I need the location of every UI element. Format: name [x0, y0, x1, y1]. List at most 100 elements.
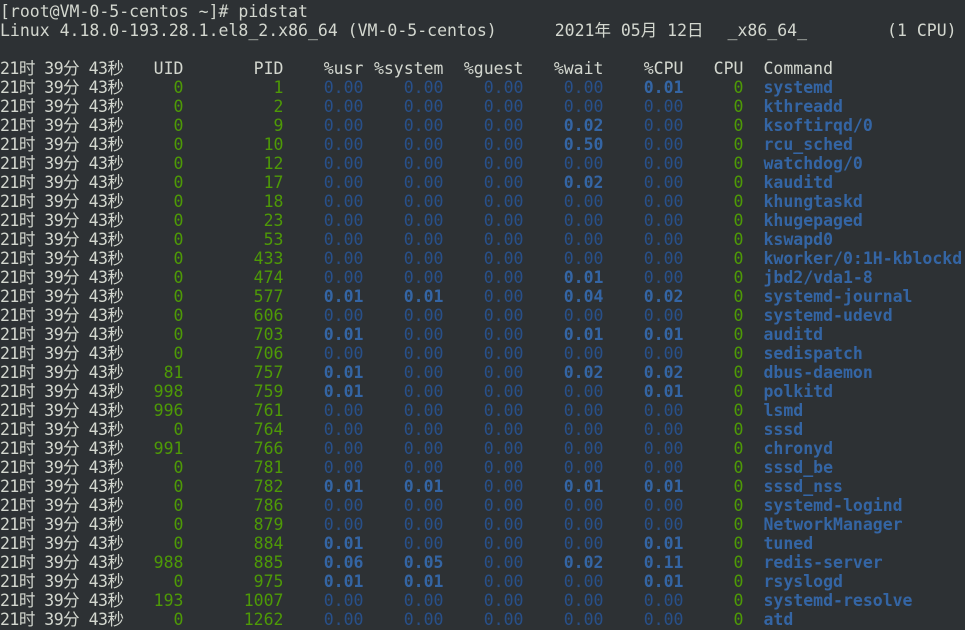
cell-time: 21时 39分 43秒 [0, 268, 124, 287]
cell-cpu-pct: 0.01 [643, 78, 684, 97]
cell-system: 0.00 [403, 458, 444, 477]
cell-guest: 0.00 [483, 268, 524, 287]
cell-cpu: 0 [733, 591, 744, 610]
cell-uid: 0 [173, 268, 184, 287]
cell-cpu-pct: 0.00 [643, 192, 684, 211]
cell-wait: 0.00 [563, 572, 604, 591]
cell-usr: 0.00 [323, 230, 364, 249]
cell-wait: 0.02 [563, 553, 604, 572]
cell-command: dbus-daemon [763, 363, 873, 382]
cell-usr: 0.00 [323, 97, 364, 116]
cell-uid: 0 [173, 78, 184, 97]
cell-pid: 764 [253, 420, 284, 439]
header-cpu: CPU [713, 59, 744, 78]
table-row: 21时 39分 43秒 0 474 0.00 0.00 0.00 0.01 0.00 0 jbd2… [0, 268, 965, 287]
cell-cpu: 0 [733, 477, 744, 496]
cell-usr: 0.00 [323, 78, 364, 97]
cell-command: sssd_be [763, 458, 834, 477]
cell-cpu-pct: 0.01 [643, 534, 684, 553]
cell-pid: 9 [273, 116, 284, 135]
cell-pid: 606 [253, 306, 284, 325]
cell-guest: 0.00 [483, 135, 524, 154]
cell-system: 0.00 [403, 230, 444, 249]
cell-usr: 0.01 [323, 477, 364, 496]
cell-usr: 0.00 [323, 211, 364, 230]
table-row: 21时 39分 43秒 0 53 0.00 0.00 0.00 0.00 0.00 0 kswap… [0, 230, 965, 249]
cell-system: 0.00 [403, 97, 444, 116]
cell-uid: 0 [173, 116, 184, 135]
cell-cpu-pct: 0.01 [643, 382, 684, 401]
cell-cpu: 0 [733, 401, 744, 420]
table-row: 21时 39分 43秒 0 18 0.00 0.00 0.00 0.00 0.00 0 khung… [0, 192, 965, 211]
cell-usr: 0.01 [323, 287, 364, 306]
cell-guest: 0.00 [483, 534, 524, 553]
cell-system: 0.00 [403, 420, 444, 439]
cell-cpu: 0 [733, 610, 744, 629]
cell-uid: 0 [173, 192, 184, 211]
cell-uid: 0 [173, 154, 184, 173]
cell-time: 21时 39分 43秒 [0, 135, 124, 154]
cell-wait: 0.04 [563, 287, 604, 306]
cell-pid: 1262 [243, 610, 284, 629]
cell-cpu-pct: 0.00 [643, 154, 684, 173]
cell-command: systemd-udevd [763, 306, 893, 325]
cell-uid: 0 [173, 344, 184, 363]
cell-system: 0.00 [403, 211, 444, 230]
cell-uid: 0 [173, 135, 184, 154]
table-row: 21时 39分 43秒 998 759 0.01 0.00 0.00 0.00 0.01 0 po… [0, 382, 965, 401]
cell-time: 21时 39分 43秒 [0, 439, 124, 458]
cell-wait: 0.00 [563, 439, 604, 458]
cell-pid: 759 [253, 382, 284, 401]
cell-system: 0.00 [403, 154, 444, 173]
cell-cpu-pct: 0.00 [643, 610, 684, 629]
cell-system: 0.00 [403, 116, 444, 135]
cell-time: 21时 39分 43秒 [0, 78, 124, 97]
cell-pid: 879 [253, 515, 284, 534]
cell-time: 21时 39分 43秒 [0, 553, 124, 572]
cell-guest: 0.00 [483, 382, 524, 401]
cell-command: chronyd [763, 439, 834, 458]
cell-usr: 0.01 [323, 534, 364, 553]
cell-cpu-pct: 0.00 [643, 116, 684, 135]
table-row: 21时 39分 43秒 0 577 0.01 0.01 0.00 0.04 0.02 0 syst… [0, 287, 965, 306]
cell-pid: 782 [253, 477, 284, 496]
cell-wait: 0.00 [563, 534, 604, 553]
table-row: 21时 39分 43秒 0 703 0.01 0.00 0.00 0.01 0.01 0 audi… [0, 325, 965, 344]
cell-usr: 0.00 [323, 268, 364, 287]
cell-pid: 786 [253, 496, 284, 515]
cell-uid: 0 [173, 610, 184, 629]
cell-cpu: 0 [733, 306, 744, 325]
cell-cpu-pct: 0.00 [643, 591, 684, 610]
cell-time: 21时 39分 43秒 [0, 230, 124, 249]
cell-cpu-pct: 0.00 [643, 458, 684, 477]
cell-cpu: 0 [733, 116, 744, 135]
cpu-count: (1 CPU) [887, 21, 957, 40]
cell-cpu: 0 [733, 287, 744, 306]
cell-usr: 0.00 [323, 116, 364, 135]
cell-system: 0.00 [403, 363, 444, 382]
table-row: 21时 39分 43秒 0 17 0.00 0.00 0.00 0.02 0.00 0 kaudi… [0, 173, 965, 192]
cell-command: sssd_nss [763, 477, 843, 496]
cell-time: 21时 39分 43秒 [0, 572, 124, 591]
header-command: Command [763, 59, 834, 78]
cell-time: 21时 39分 43秒 [0, 344, 124, 363]
cell-wait: 0.00 [563, 230, 604, 249]
cell-uid: 193 [153, 591, 184, 610]
cell-wait: 0.02 [563, 116, 604, 135]
table-row: 21时 39分 43秒 0 433 0.00 0.00 0.00 0.00 0.00 0 kwor… [0, 249, 965, 268]
cell-uid: 0 [173, 173, 184, 192]
table-row: 21时 39分 43秒 0 2 0.00 0.00 0.00 0.00 0.00 0 kthrea… [0, 97, 965, 116]
cell-uid: 0 [173, 534, 184, 553]
cell-wait: 0.02 [563, 363, 604, 382]
cell-time: 21时 39分 43秒 [0, 401, 124, 420]
cell-uid: 991 [153, 439, 184, 458]
cell-cpu-pct: 0.00 [643, 306, 684, 325]
table-row: 21时 39分 43秒 0 879 0.00 0.00 0.00 0.00 0.00 0 Netw… [0, 515, 965, 534]
arch-info: _x86_64_ [727, 21, 808, 40]
cell-time: 21时 39分 43秒 [0, 173, 124, 192]
cell-cpu: 0 [733, 249, 744, 268]
cell-cpu: 0 [733, 496, 744, 515]
cell-pid: 781 [253, 458, 284, 477]
header-system: %system [373, 59, 444, 78]
cell-cpu-pct: 0.00 [643, 420, 684, 439]
